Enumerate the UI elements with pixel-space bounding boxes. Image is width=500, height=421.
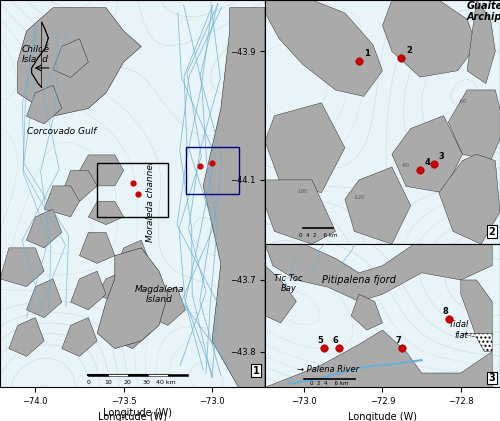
Polygon shape bbox=[26, 85, 62, 124]
Point bbox=[398, 54, 406, 61]
Polygon shape bbox=[150, 287, 186, 325]
Text: Tidal
flat: Tidal flat bbox=[448, 320, 468, 340]
Polygon shape bbox=[345, 167, 410, 244]
Polygon shape bbox=[128, 374, 148, 376]
Polygon shape bbox=[115, 240, 150, 279]
Point bbox=[320, 345, 328, 352]
Polygon shape bbox=[0, 248, 44, 287]
Text: Longitude (W): Longitude (W) bbox=[103, 408, 172, 418]
Text: 7: 7 bbox=[396, 336, 401, 345]
Polygon shape bbox=[62, 317, 97, 356]
Polygon shape bbox=[62, 171, 97, 201]
Polygon shape bbox=[148, 374, 168, 376]
Text: 1: 1 bbox=[364, 49, 370, 58]
Point bbox=[336, 345, 344, 352]
Polygon shape bbox=[80, 155, 124, 186]
Text: 0: 0 bbox=[86, 380, 90, 384]
Polygon shape bbox=[461, 280, 492, 337]
Point bbox=[416, 167, 424, 173]
Point bbox=[196, 163, 203, 169]
X-axis label: Longitude (W): Longitude (W) bbox=[98, 412, 167, 421]
Text: -120: -120 bbox=[354, 195, 364, 200]
Polygon shape bbox=[439, 154, 500, 244]
Text: 3: 3 bbox=[488, 373, 496, 383]
Polygon shape bbox=[392, 116, 462, 193]
Polygon shape bbox=[115, 310, 150, 349]
Text: Moraleda channel: Moraleda channel bbox=[146, 161, 154, 242]
Text: -60: -60 bbox=[458, 99, 466, 104]
Polygon shape bbox=[80, 232, 115, 264]
Text: -180: -180 bbox=[297, 189, 308, 194]
Text: Pitipalena fjord: Pitipalena fjord bbox=[322, 275, 396, 285]
Text: 5: 5 bbox=[317, 336, 323, 345]
Text: Magdalena
Island: Magdalena Island bbox=[134, 285, 184, 304]
Bar bbox=[97, 163, 168, 217]
Polygon shape bbox=[9, 317, 44, 356]
Point bbox=[128, 179, 136, 186]
Text: 3: 3 bbox=[439, 152, 444, 161]
Text: → Palena River: → Palena River bbox=[296, 365, 358, 374]
Point bbox=[134, 190, 142, 197]
Text: 10: 10 bbox=[104, 380, 112, 384]
Polygon shape bbox=[97, 271, 132, 302]
X-axis label: Longitude (W): Longitude (W) bbox=[348, 412, 417, 421]
Point bbox=[398, 345, 406, 352]
Polygon shape bbox=[265, 0, 382, 96]
Text: 8: 8 bbox=[442, 307, 448, 317]
Polygon shape bbox=[265, 244, 492, 301]
Point bbox=[445, 316, 453, 322]
Polygon shape bbox=[26, 279, 62, 317]
Polygon shape bbox=[265, 103, 345, 193]
Text: Guaitecas
Archipelago: Guaitecas Archipelago bbox=[467, 1, 500, 22]
Text: 0  4  2    6 km: 0 4 2 6 km bbox=[298, 233, 337, 238]
Text: 6: 6 bbox=[332, 336, 338, 345]
Polygon shape bbox=[26, 209, 62, 248]
Polygon shape bbox=[265, 180, 336, 244]
Polygon shape bbox=[351, 294, 382, 330]
Text: 0  2  4    6 km: 0 2 4 6 km bbox=[310, 381, 349, 386]
Polygon shape bbox=[97, 248, 168, 349]
Text: 2: 2 bbox=[406, 45, 412, 55]
Polygon shape bbox=[448, 90, 500, 161]
Text: 40 km: 40 km bbox=[156, 380, 176, 384]
Polygon shape bbox=[382, 0, 476, 77]
Polygon shape bbox=[108, 374, 128, 376]
Text: 4: 4 bbox=[425, 158, 430, 167]
Text: 20: 20 bbox=[124, 380, 131, 384]
Polygon shape bbox=[70, 271, 106, 310]
Point bbox=[355, 58, 363, 64]
Text: 30: 30 bbox=[142, 380, 150, 384]
Text: Chiloé
Island: Chiloé Island bbox=[22, 45, 50, 64]
Polygon shape bbox=[32, 22, 48, 87]
Point bbox=[208, 159, 216, 166]
Text: Tic Toc
Bay: Tic Toc Bay bbox=[274, 274, 303, 293]
Polygon shape bbox=[88, 201, 124, 225]
Polygon shape bbox=[44, 186, 80, 217]
Polygon shape bbox=[88, 374, 108, 376]
Polygon shape bbox=[265, 330, 492, 387]
Polygon shape bbox=[18, 8, 142, 116]
Polygon shape bbox=[53, 39, 88, 77]
Text: Corcovado Gulf: Corcovado Gulf bbox=[27, 127, 96, 136]
Polygon shape bbox=[168, 374, 188, 376]
Polygon shape bbox=[461, 333, 492, 352]
Text: 1: 1 bbox=[253, 366, 260, 376]
Bar bbox=[186, 147, 238, 194]
Text: -60: -60 bbox=[402, 163, 410, 168]
Polygon shape bbox=[265, 266, 296, 323]
Polygon shape bbox=[203, 8, 265, 387]
Point bbox=[430, 160, 438, 167]
Text: 2: 2 bbox=[488, 227, 496, 237]
Polygon shape bbox=[467, 0, 496, 83]
